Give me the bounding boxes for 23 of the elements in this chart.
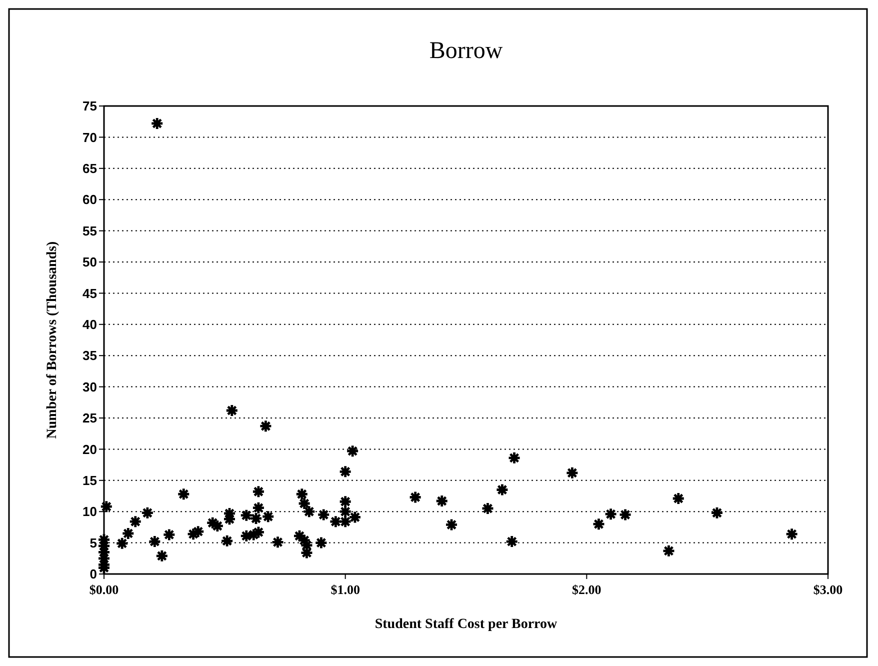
y-tick-label: 15 (82, 472, 97, 488)
y-tick-label: 60 (82, 192, 97, 208)
y-tick-label: 30 (82, 379, 97, 394)
y-tick-label: 50 (82, 254, 97, 270)
y-tick-label: 35 (82, 348, 97, 364)
y-tick-label: 25 (82, 410, 97, 426)
chart-title: Borrow (429, 38, 504, 64)
x-tick-label: $3.00 (813, 582, 843, 597)
y-tick-label: 65 (82, 160, 97, 176)
y-tick-label: 45 (82, 286, 97, 301)
x-tick-label: $0.00 (89, 582, 119, 597)
y-tick-label: 40 (82, 316, 97, 332)
y-tick-label: 5 (90, 535, 97, 550)
y-tick-label: 75 (82, 98, 97, 114)
y-tick-label: 20 (82, 442, 97, 457)
x-axis-title: Student Staff Cost per Borrow (374, 617, 558, 632)
y-tick-label: 70 (82, 130, 97, 145)
y-tick-label: 10 (82, 504, 97, 520)
y-tick-label: 0 (90, 566, 97, 582)
y-tick-label: 55 (82, 223, 97, 238)
x-tick-label: $2.00 (572, 582, 602, 597)
y-axis-title: Number of Borrows (Thousands) (45, 240, 60, 439)
x-tick-label: $1.00 (330, 582, 360, 597)
